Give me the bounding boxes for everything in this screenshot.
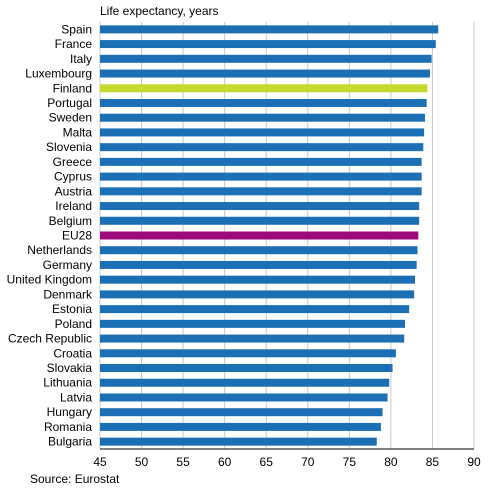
category-label: Malta bbox=[63, 125, 93, 139]
category-label: Cyprus bbox=[54, 170, 92, 184]
bar-austria bbox=[100, 187, 422, 196]
bar-latvia bbox=[100, 393, 388, 402]
chart-title: Life expectancy, years bbox=[100, 4, 219, 18]
bar-denmark bbox=[100, 290, 415, 299]
category-label: Denmark bbox=[43, 287, 93, 301]
category-label: Portugal bbox=[47, 96, 92, 110]
category-label: United Kingdom bbox=[7, 273, 92, 287]
bar-germany bbox=[100, 260, 417, 269]
category-label: Czech Republic bbox=[8, 332, 92, 346]
category-label: Slovenia bbox=[46, 140, 92, 154]
bar-united-kingdom bbox=[100, 275, 415, 284]
bar-belgium bbox=[100, 216, 420, 225]
category-label: Lithuania bbox=[43, 376, 92, 390]
bar-portugal bbox=[100, 98, 427, 107]
category-label: Belgium bbox=[49, 214, 92, 228]
category-label: Netherlands bbox=[27, 243, 92, 257]
category-label: Austria bbox=[55, 184, 93, 198]
bar-bulgaria bbox=[100, 437, 377, 446]
x-tick-label: 85 bbox=[426, 455, 440, 469]
x-tick-label: 80 bbox=[384, 455, 398, 469]
x-tick-label: 50 bbox=[135, 455, 149, 469]
category-label: Slovakia bbox=[47, 361, 93, 375]
bar-slovenia bbox=[100, 143, 424, 152]
category-label: Germany bbox=[43, 258, 92, 272]
bar-lithuania bbox=[100, 378, 390, 387]
category-label: Ireland bbox=[55, 199, 92, 213]
category-label: Italy bbox=[70, 52, 92, 66]
category-label: Sweden bbox=[49, 111, 92, 125]
bar-poland bbox=[100, 319, 406, 328]
x-tick-label: 70 bbox=[301, 455, 315, 469]
bar-cyprus bbox=[100, 172, 422, 181]
x-tick-label: 75 bbox=[343, 455, 357, 469]
bar-croatia bbox=[100, 349, 396, 358]
x-tick-label: 65 bbox=[260, 455, 274, 469]
x-tick-label: 55 bbox=[176, 455, 190, 469]
bar-sweden bbox=[100, 113, 425, 122]
category-label: Bulgaria bbox=[48, 435, 92, 449]
bar-slovakia bbox=[100, 364, 393, 373]
bar-eu28 bbox=[100, 231, 419, 240]
category-label: Greece bbox=[53, 155, 93, 169]
bar-italy bbox=[100, 54, 432, 63]
bar-ireland bbox=[100, 202, 420, 211]
x-tick-label: 90 bbox=[467, 455, 481, 469]
bar-spain bbox=[100, 25, 439, 34]
bar-malta bbox=[100, 128, 425, 137]
x-tick-label: 60 bbox=[218, 455, 232, 469]
bar-czech-republic bbox=[100, 334, 405, 343]
bar-finland bbox=[100, 84, 428, 93]
category-label: Romania bbox=[44, 420, 92, 434]
category-label: Spain bbox=[61, 22, 92, 36]
bar-romania bbox=[100, 422, 381, 431]
category-label: Luxembourg bbox=[25, 67, 92, 81]
category-label: Poland bbox=[55, 317, 92, 331]
bar-hungary bbox=[100, 408, 383, 417]
category-label: EU28 bbox=[62, 229, 92, 243]
bar-luxembourg bbox=[100, 69, 430, 78]
category-label: Latvia bbox=[60, 390, 92, 404]
category-label: Estonia bbox=[52, 302, 92, 316]
category-label: Croatia bbox=[53, 346, 92, 360]
bar-estonia bbox=[100, 305, 410, 314]
category-label: France bbox=[55, 37, 93, 51]
category-label: Hungary bbox=[47, 405, 92, 419]
bar-greece bbox=[100, 157, 422, 166]
bar-netherlands bbox=[100, 246, 418, 255]
source-note: Source: Eurostat bbox=[30, 472, 120, 486]
bar-france bbox=[100, 40, 436, 49]
x-tick-label: 45 bbox=[93, 455, 107, 469]
category-label: Finland bbox=[53, 81, 92, 95]
